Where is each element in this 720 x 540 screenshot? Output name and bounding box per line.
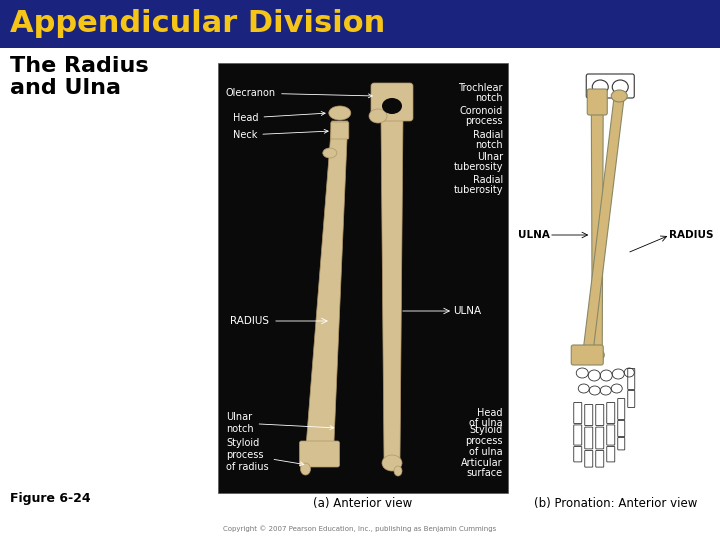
Text: Radial
tuberosity: Radial tuberosity [454, 174, 503, 195]
Text: Trochlear
notch: Trochlear notch [459, 83, 503, 103]
Text: Appendicular Division: Appendicular Division [10, 10, 385, 38]
Text: RADIUS: RADIUS [230, 316, 269, 326]
Text: Figure 6-24: Figure 6-24 [10, 492, 91, 505]
Ellipse shape [394, 466, 402, 476]
Ellipse shape [369, 109, 387, 123]
FancyBboxPatch shape [371, 83, 413, 121]
FancyBboxPatch shape [300, 441, 340, 467]
Text: ULNA: ULNA [518, 230, 550, 240]
Polygon shape [582, 96, 624, 359]
Text: Styloid
process
of ulna: Styloid process of ulna [466, 425, 503, 457]
Bar [0, 0, 720, 48]
FancyBboxPatch shape [330, 122, 348, 139]
Text: Ulnar
notch: Ulnar notch [226, 412, 334, 434]
Ellipse shape [300, 463, 310, 475]
Ellipse shape [611, 90, 627, 102]
Text: and Ulna: and Ulna [10, 78, 121, 98]
Text: Styloid
process
of radius: Styloid process of radius [226, 438, 304, 471]
Text: (b) Pronation: Anterior view: (b) Pronation: Anterior view [534, 497, 697, 510]
Text: Olecranon: Olecranon [226, 88, 372, 98]
Ellipse shape [323, 148, 337, 158]
Text: The Radius: The Radius [10, 56, 148, 76]
Ellipse shape [382, 98, 402, 114]
Text: Radial
notch: Radial notch [473, 130, 503, 151]
Polygon shape [381, 118, 403, 458]
FancyBboxPatch shape [588, 89, 607, 115]
Text: Head: Head [233, 112, 325, 123]
Text: Articular
surface: Articular surface [462, 457, 503, 478]
Text: Coronoid
process: Coronoid process [460, 106, 503, 126]
Text: Head
of ulna: Head of ulna [469, 408, 503, 428]
Text: (a) Anterior view: (a) Anterior view [313, 497, 413, 510]
Polygon shape [305, 121, 348, 453]
Ellipse shape [329, 106, 351, 120]
Text: Copyright © 2007 Pearson Education, Inc., publishing as Benjamin Cummings: Copyright © 2007 Pearson Education, Inc.… [223, 525, 497, 532]
Ellipse shape [382, 455, 402, 471]
Bar [218, 63, 508, 493]
Text: Neck: Neck [233, 130, 328, 140]
Text: ULNA: ULNA [453, 306, 481, 316]
Text: Ulnar
tuberosity: Ulnar tuberosity [454, 152, 503, 172]
Text: RADIUS: RADIUS [668, 230, 713, 240]
Polygon shape [591, 91, 603, 348]
FancyBboxPatch shape [571, 345, 603, 365]
Ellipse shape [590, 349, 604, 361]
